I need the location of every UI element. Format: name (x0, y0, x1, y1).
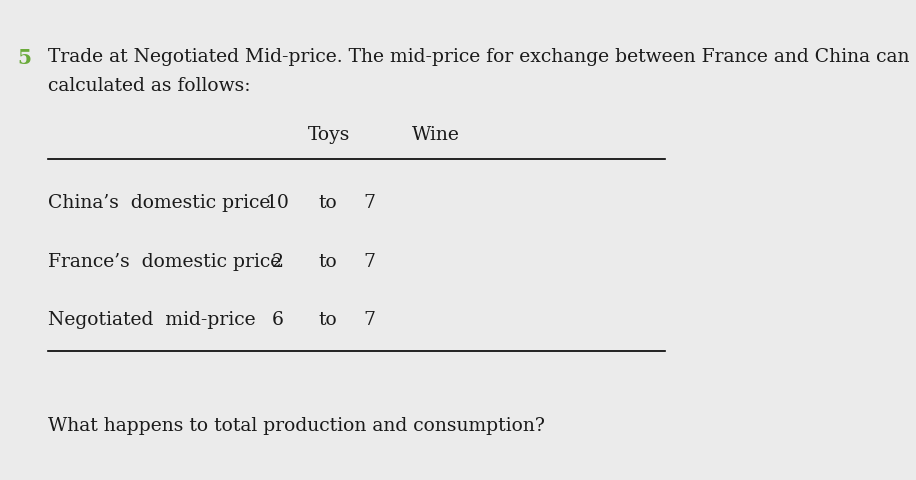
Text: 7: 7 (363, 252, 375, 271)
Text: 7: 7 (363, 193, 375, 212)
Text: China’s  domestic price: China’s domestic price (48, 193, 270, 212)
Text: 6: 6 (272, 310, 284, 328)
Text: Negotiated  mid-price: Negotiated mid-price (48, 310, 256, 328)
Text: Wine: Wine (411, 125, 459, 144)
Text: 7: 7 (363, 310, 375, 328)
Text: What happens to total production and consumption?: What happens to total production and con… (48, 416, 545, 434)
Text: Trade at Negotiated Mid-price. The mid-price for exchange between France and Chi: Trade at Negotiated Mid-price. The mid-p… (48, 48, 916, 95)
Text: Toys: Toys (308, 125, 350, 144)
Text: to: to (319, 252, 337, 271)
Text: 10: 10 (266, 193, 289, 212)
Text: to: to (319, 310, 337, 328)
Text: to: to (319, 193, 337, 212)
Text: 2: 2 (272, 252, 284, 271)
Text: 5: 5 (17, 48, 31, 68)
Text: France’s  domestic price: France’s domestic price (48, 252, 281, 271)
